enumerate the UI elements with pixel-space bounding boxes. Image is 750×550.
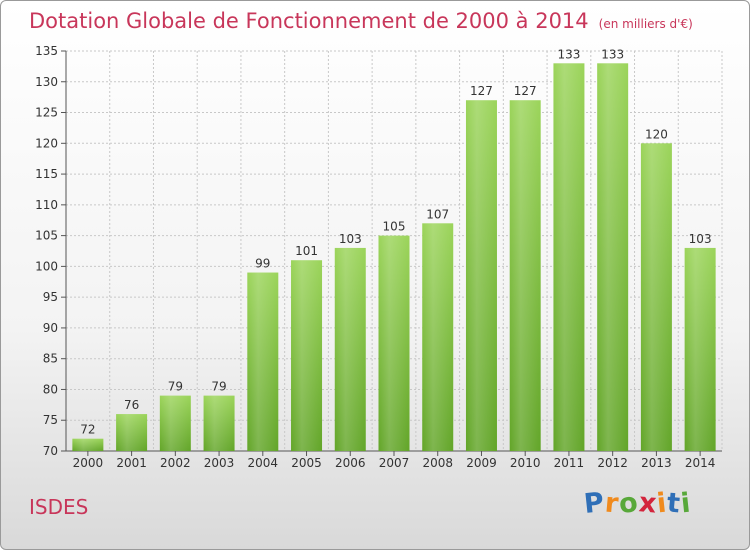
bar-highlight (465, 100, 497, 451)
y-tick-label: 110 (35, 198, 58, 212)
y-tick-label: 90 (43, 321, 58, 335)
bar-highlight (509, 100, 541, 451)
y-tick-label: 115 (35, 167, 58, 181)
y-tick-label: 130 (35, 75, 58, 89)
chart-unit: (en milliers d'€) (598, 17, 693, 31)
data-label: 107 (426, 207, 449, 221)
bar-highlight (684, 247, 716, 451)
bar-highlight (334, 247, 366, 451)
data-label: 72 (80, 423, 95, 437)
bar-highlight (378, 235, 410, 451)
data-label: 120 (645, 127, 668, 141)
y-tick-label: 135 (35, 44, 58, 58)
chart-title: Dotation Globale de Fonctionnement de 20… (29, 9, 589, 33)
proxiti-logo: Proxiti (582, 486, 694, 521)
y-tick-label: 120 (35, 136, 58, 150)
bar-highlight (247, 272, 279, 451)
x-tick-label: 2003 (204, 456, 235, 470)
x-tick-label: 2002 (160, 456, 191, 470)
logo-letter: i (679, 487, 694, 520)
x-tick-label: 2001 (116, 456, 147, 470)
x-tick-label: 2008 (422, 456, 453, 470)
bar-highlight (291, 260, 323, 451)
bar-highlight (116, 414, 148, 451)
data-label: 127 (514, 84, 537, 98)
bar-highlight (553, 63, 585, 452)
x-tick-label: 2005 (291, 456, 322, 470)
x-tick-label: 2014 (685, 456, 716, 470)
data-label: 133 (557, 47, 580, 61)
data-label: 103 (689, 232, 712, 246)
logo-letter: P (582, 486, 607, 521)
data-label: 79 (211, 380, 226, 394)
y-tick-label: 70 (43, 444, 58, 458)
x-tick-label: 2006 (335, 456, 366, 470)
x-tick-label: 2007 (379, 456, 410, 470)
data-label: 133 (601, 47, 624, 61)
bar-highlight (422, 223, 454, 451)
y-tick-label: 105 (35, 229, 58, 243)
x-tick-label: 2011 (554, 456, 585, 470)
y-tick-label: 85 (43, 352, 58, 366)
bar-highlight (203, 395, 235, 451)
x-tick-label: 2012 (597, 456, 628, 470)
y-tick-label: 100 (35, 259, 58, 273)
data-label: 79 (168, 380, 183, 394)
data-label: 99 (255, 257, 270, 271)
bar-highlight (72, 438, 104, 451)
x-tick-label: 2004 (248, 456, 279, 470)
commune-name: ISDES (29, 495, 89, 519)
data-label: 127 (470, 84, 493, 98)
bar-highlight (159, 395, 191, 451)
bar-highlight (640, 143, 672, 452)
x-tick-label: 2009 (466, 456, 497, 470)
x-tick-label: 2010 (510, 456, 541, 470)
y-tick-label: 75 (43, 413, 58, 427)
x-tick-label: 2000 (73, 456, 104, 470)
data-label: 105 (383, 220, 406, 234)
y-tick-label: 125 (35, 106, 58, 120)
data-label: 103 (339, 232, 362, 246)
y-tick-label: 80 (43, 382, 58, 396)
bar-highlight (597, 63, 629, 452)
title-row: Dotation Globale de Fonctionnement de 20… (29, 9, 693, 33)
data-label: 101 (295, 244, 318, 258)
x-tick-label: 2013 (641, 456, 672, 470)
data-label: 76 (124, 398, 139, 412)
y-tick-label: 95 (43, 290, 58, 304)
logo-letter: o (617, 487, 641, 520)
